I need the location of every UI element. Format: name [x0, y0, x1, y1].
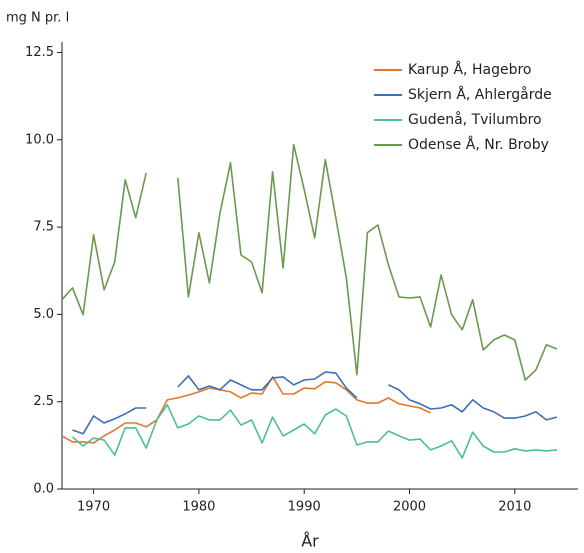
- series-line: [72, 371, 558, 435]
- legend-label: Karup Å, Hagebro: [408, 61, 531, 78]
- y-tick-label: 7.5: [33, 220, 54, 235]
- y-tick-label: 5.0: [33, 307, 54, 322]
- legend-label: Skjern Å, Ahlergårde: [408, 86, 552, 103]
- y-axis-label: mg N pr. l: [6, 11, 69, 26]
- x-tick-label: 1970: [77, 500, 110, 515]
- x-axis-label: År: [301, 532, 319, 551]
- y-tick-label: 2.5: [33, 394, 54, 409]
- legend-label: Odense Å, Nr. Broby: [408, 136, 549, 153]
- y-tick-label: 10.0: [25, 132, 54, 147]
- x-tick-label: 1980: [182, 500, 215, 515]
- legend-label: Gudenå, Tvilumbro: [408, 111, 542, 128]
- series-line: [61, 143, 558, 381]
- y-tick-label: 12.5: [25, 45, 54, 60]
- series-line: [71, 404, 557, 459]
- x-tick-label: 2000: [393, 500, 426, 515]
- y-tick-label: 0.0: [33, 482, 54, 497]
- x-tick-label: 2010: [498, 500, 531, 515]
- x-tick-label: 1990: [288, 500, 321, 515]
- series-line: [61, 376, 431, 444]
